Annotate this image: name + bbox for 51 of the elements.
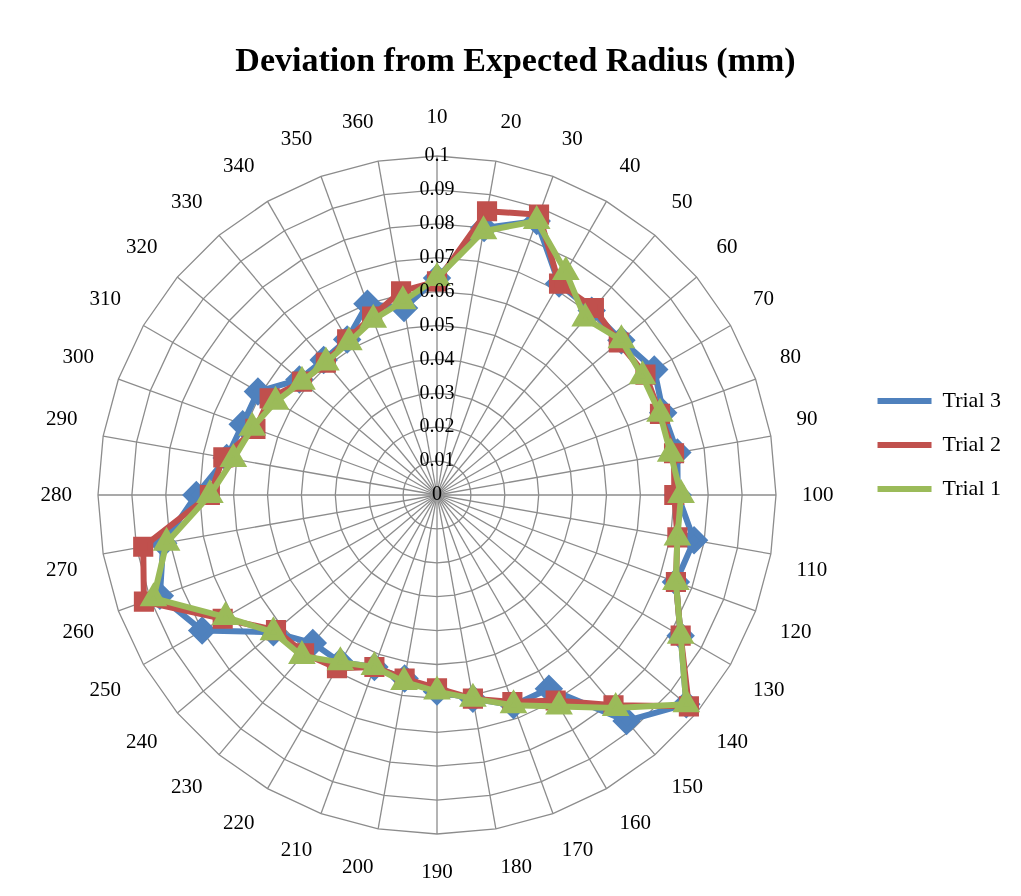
spoke-label: 250 <box>89 676 121 701</box>
spoke-label: 10 <box>426 103 448 128</box>
spoke-label: 50 <box>671 189 693 214</box>
spoke-label: 260 <box>62 618 95 643</box>
spoke-label: 220 <box>223 810 255 835</box>
spoke-label: 100 <box>802 481 834 506</box>
y-tick-label: 0.06 <box>419 278 455 301</box>
spoke-label: 150 <box>671 773 704 798</box>
spoke-label: 160 <box>619 810 651 835</box>
spoke-label: 170 <box>561 837 594 862</box>
spoke-label: 110 <box>796 557 828 582</box>
spoke-label: 80 <box>779 344 801 369</box>
y-tick-label: 0.02 <box>419 414 455 437</box>
spoke-label: 140 <box>716 728 749 753</box>
legend-label: Trial 2 <box>942 430 1001 456</box>
spoke-label: 350 <box>280 125 313 150</box>
legend-label: Trial 3 <box>942 386 1001 412</box>
y-tick-label: 0.01 <box>419 448 455 471</box>
y-tick-label: 0.08 <box>419 211 455 234</box>
y-tick-label: 0.05 <box>419 312 455 335</box>
spoke-label: 210 <box>280 837 313 862</box>
spoke-label: 290 <box>46 405 78 430</box>
spoke-label: 280 <box>40 481 72 506</box>
spoke-label: 30 <box>561 125 583 150</box>
y-tick-label: 0.07 <box>419 244 455 267</box>
legend-label: Trial 1 <box>942 474 1001 500</box>
y-tick-label: 0.1 <box>424 143 450 166</box>
spoke-label: 310 <box>89 286 121 311</box>
y-tick-label: 0 <box>432 482 442 505</box>
spoke-label: 60 <box>716 234 738 259</box>
y-tick-label: 0.04 <box>419 346 455 369</box>
spoke-label: 200 <box>342 853 374 878</box>
spoke-label: 320 <box>125 234 158 259</box>
y-tick-label: 0.03 <box>419 380 455 403</box>
spoke-label: 120 <box>779 618 812 643</box>
chart-title: Deviation from Expected Radius (mm) <box>235 41 796 80</box>
spoke-label: 40 <box>619 152 641 177</box>
spoke-label: 190 <box>421 859 453 884</box>
spoke-label: 360 <box>342 109 374 134</box>
y-tick-label: 0.09 <box>419 177 455 200</box>
spoke-label: 230 <box>170 773 203 798</box>
spoke-label: 340 <box>223 152 255 177</box>
spoke-label: 330 <box>170 189 203 214</box>
spoke-label: 270 <box>46 557 78 582</box>
spoke-label: 130 <box>753 676 785 701</box>
spoke-label: 90 <box>796 405 818 430</box>
spoke-label: 180 <box>500 853 532 878</box>
spoke-label: 300 <box>62 344 95 369</box>
spoke-label: 70 <box>753 286 775 311</box>
spoke-label: 20 <box>500 109 522 134</box>
spoke-label: 240 <box>125 728 158 753</box>
